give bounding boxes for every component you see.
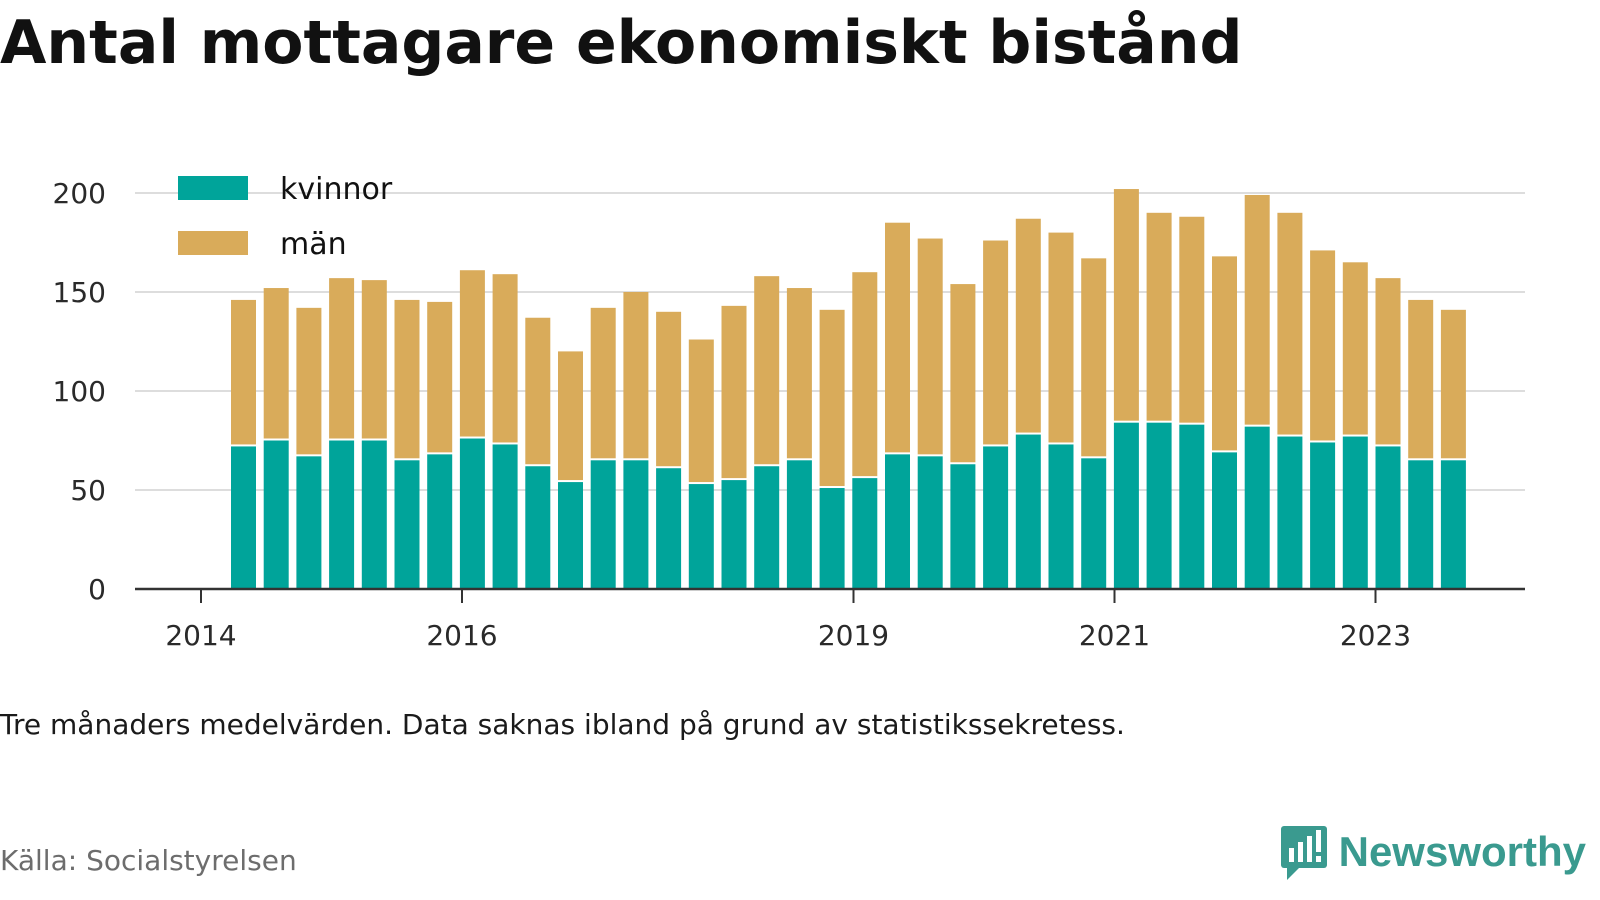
- bar-kvinnor: [688, 484, 714, 589]
- bar-kvinnor: [819, 488, 845, 589]
- bar-kvinnor: [1277, 436, 1303, 589]
- bar-kvinnor: [1408, 460, 1434, 589]
- bar-man: [394, 299, 420, 459]
- chart-note: Tre månaders medelvärden. Data saknas ib…: [0, 708, 1125, 741]
- bar-kvinnor: [852, 478, 878, 589]
- bar-kvinnor: [1179, 424, 1205, 589]
- bar-man: [1277, 212, 1303, 435]
- bar-kvinnor: [1146, 422, 1172, 589]
- bar-kvinnor: [361, 440, 387, 589]
- bar-man: [1179, 216, 1205, 423]
- bar-kvinnor: [1342, 436, 1368, 589]
- bar-man: [459, 270, 485, 437]
- bar-man: [329, 278, 355, 439]
- bar-kvinnor: [231, 446, 256, 589]
- x-tick-label: 2019: [818, 619, 889, 652]
- y-tick-label: 0: [88, 573, 106, 606]
- source-label: Källa: Socialstyrelsen: [0, 844, 297, 877]
- bar-man: [688, 339, 714, 483]
- legend-label: män: [280, 227, 347, 262]
- bar-man: [1244, 194, 1270, 425]
- bar-kvinnor: [525, 466, 551, 589]
- bar-man: [852, 272, 878, 477]
- bar-kvinnor: [1113, 422, 1139, 589]
- bar-kvinnor: [459, 438, 485, 589]
- bar-man: [819, 309, 845, 487]
- bar-kvinnor: [394, 460, 420, 589]
- bar-man: [1375, 278, 1401, 445]
- bar-kvinnor: [492, 444, 518, 589]
- x-tick-label: 2023: [1340, 619, 1411, 652]
- bar-man: [361, 280, 387, 439]
- brand-logo: Newsworthy: [1279, 824, 1586, 880]
- y-tick-label: 100: [53, 375, 106, 408]
- bar-man: [950, 284, 976, 463]
- bar-man: [885, 222, 910, 453]
- bar-kvinnor: [656, 468, 682, 589]
- bar-kvinnor: [558, 482, 583, 589]
- brand-name: Newsworthy: [1338, 828, 1586, 875]
- bar-kvinnor: [590, 460, 616, 589]
- bar-man: [427, 301, 453, 453]
- bar-man: [1113, 189, 1139, 421]
- bar-man: [1048, 232, 1074, 443]
- bar-kvinnor: [1440, 460, 1466, 589]
- bar-kvinnor: [1375, 446, 1401, 589]
- bar-kvinnor: [1081, 458, 1107, 589]
- bar-man: [983, 240, 1009, 445]
- bar-kvinnor: [1310, 442, 1336, 589]
- bar-man: [492, 274, 518, 443]
- bar-kvinnor: [623, 460, 649, 589]
- bar-kvinnor: [917, 456, 943, 589]
- chart-title: Antal mottagare ekonomiskt bistånd: [0, 8, 1243, 78]
- bar-kvinnor: [296, 456, 322, 589]
- bar-man: [1408, 299, 1434, 459]
- bar-kvinnor: [427, 454, 453, 589]
- bar-kvinnor: [983, 446, 1009, 589]
- bar-kvinnor: [329, 440, 355, 589]
- x-tick-label: 2016: [426, 619, 497, 652]
- newsworthy-logo-icon: [1280, 826, 1327, 880]
- x-tick-label: 2014: [165, 619, 236, 652]
- bar-man: [590, 307, 616, 459]
- bar-man: [754, 276, 780, 465]
- bar-man: [1146, 212, 1172, 421]
- bar-kvinnor: [1244, 426, 1270, 589]
- bar-kvinnor: [1048, 444, 1074, 589]
- bar-man: [656, 311, 682, 467]
- bar-man: [786, 288, 812, 459]
- bar-kvinnor: [950, 464, 976, 589]
- bar-man: [296, 307, 322, 455]
- y-tick-label: 150: [53, 276, 106, 309]
- bar-kvinnor: [721, 480, 747, 589]
- bar-man: [721, 305, 747, 479]
- bar-man: [1212, 256, 1237, 451]
- legend-swatch: [178, 231, 248, 255]
- y-tick-label: 50: [70, 474, 106, 507]
- bar-man: [917, 238, 943, 455]
- y-tick-label: 200: [53, 177, 106, 210]
- bar-kvinnor: [1212, 452, 1237, 589]
- bar-man: [1015, 218, 1041, 433]
- bar-kvinnor: [1015, 434, 1041, 589]
- bar-man: [1081, 258, 1107, 457]
- legend-swatch: [178, 176, 248, 200]
- bar-man: [1342, 262, 1368, 435]
- bar-man: [263, 288, 289, 439]
- bar-man: [525, 317, 551, 465]
- bar-kvinnor: [754, 466, 780, 589]
- bar-man: [558, 351, 583, 481]
- x-tick-label: 2021: [1079, 619, 1150, 652]
- legend-label: kvinnor: [280, 172, 393, 207]
- stacked-bar-chart: 0 50 100 150 200 2014 2016 2019 2021 2023 kvinnor m…: [53, 172, 1525, 652]
- bar-kvinnor: [263, 440, 289, 589]
- bar-kvinnor: [885, 454, 910, 589]
- bar-man: [623, 292, 649, 459]
- bar-man: [231, 299, 256, 445]
- bar-man: [1440, 309, 1466, 459]
- bar-man: [1310, 250, 1336, 441]
- bar-kvinnor: [786, 460, 812, 589]
